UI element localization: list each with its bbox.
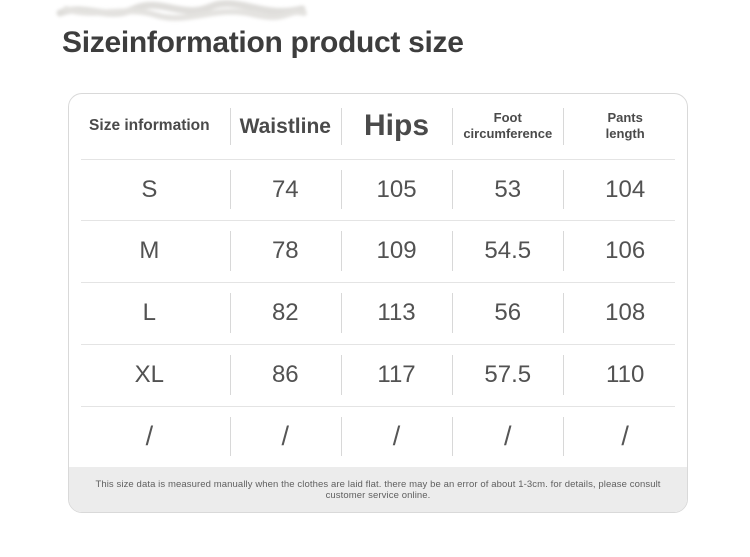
table-cell-pants-length: 108 bbox=[563, 282, 687, 344]
table-row-m: M 78 109 54.5 106 bbox=[69, 220, 687, 282]
table-cell-foot-circumference: 57.5 bbox=[452, 344, 563, 406]
table-cell-size: S bbox=[141, 175, 158, 203]
column-header-waistline: Waistline bbox=[229, 94, 341, 159]
column-header-foot-circumference: Foot circumference bbox=[452, 94, 563, 159]
table-row-s: S 74 105 53 104 bbox=[69, 158, 687, 221]
size-table-card: Size information Waistline Hips Foot cir… bbox=[68, 93, 688, 513]
table-cell-hips: 105 bbox=[340, 159, 452, 221]
table-cell-waistline: 78 bbox=[229, 220, 341, 282]
column-header-size-information: Size information bbox=[89, 116, 210, 134]
table-cell-hips: 117 bbox=[340, 344, 452, 406]
measurement-disclaimer-text: This size data is measured manually when… bbox=[95, 478, 661, 501]
table-cell-foot-circumference: / bbox=[452, 406, 563, 468]
column-header-pants-length: Pants length bbox=[563, 94, 687, 159]
table-cell-waistline: 74 bbox=[229, 159, 341, 221]
table-cell-foot-circumference: 53 bbox=[452, 159, 563, 221]
table-cell-hips: 113 bbox=[340, 282, 452, 344]
table-row-empty: / / / / / bbox=[69, 405, 687, 468]
table-cell-foot-circumference: 56 bbox=[452, 282, 563, 344]
table-cell-foot-circumference: 54.5 bbox=[452, 220, 563, 282]
measurement-disclaimer-bar: This size data is measured manually when… bbox=[69, 467, 687, 512]
table-cell-pants-length: 106 bbox=[563, 220, 687, 282]
column-header-hips: Hips bbox=[340, 94, 452, 159]
table-cell-pants-length: 104 bbox=[563, 159, 687, 221]
table-cell-size: / bbox=[145, 420, 154, 451]
table-row-xl: XL 86 117 57.5 110 bbox=[69, 343, 687, 406]
table-cell-waistline: / bbox=[229, 406, 341, 468]
table-cell-size: L bbox=[142, 298, 157, 326]
table-cell-waistline: 82 bbox=[229, 282, 341, 344]
table-cell-pants-length: / bbox=[563, 406, 687, 468]
table-cell-hips: 109 bbox=[340, 220, 452, 282]
table-cell-size: M bbox=[139, 237, 160, 265]
table-cell-hips: / bbox=[340, 406, 452, 468]
table-cell-pants-length: 110 bbox=[563, 344, 687, 406]
table-row-l: L 82 113 56 108 bbox=[69, 282, 687, 344]
table-cell-size: XL bbox=[134, 360, 165, 388]
redacted-text-scribble-icon bbox=[56, 0, 307, 21]
table-header-row: Size information Waistline Hips Foot cir… bbox=[69, 94, 687, 159]
table-cell-waistline: 86 bbox=[229, 344, 341, 406]
page-title: Sizeinformation product size bbox=[62, 26, 464, 59]
